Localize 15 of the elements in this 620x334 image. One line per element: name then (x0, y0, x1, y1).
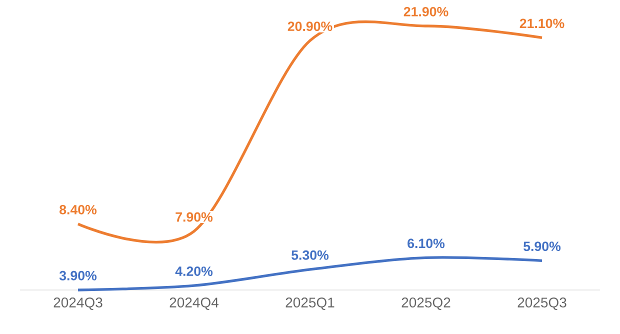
x-tick-label: 2025Q2 (402, 298, 450, 310)
x-tick-label: 2025Q3 (518, 298, 566, 310)
data-label: 5.90% (524, 242, 561, 252)
data-label: 21.10% (520, 18, 564, 28)
data-label: 21.90% (404, 6, 448, 16)
x-tick-label: 2025Q1 (286, 298, 334, 310)
data-label: 20.90% (288, 22, 332, 32)
data-label: 8.40% (60, 204, 97, 214)
x-tick-label: 2024Q3 (54, 298, 102, 310)
data-label: 3.90% (59, 270, 97, 280)
x-tick-label: 2024Q4 (170, 298, 218, 310)
data-label: 7.90% (176, 212, 213, 222)
data-label: 5.30% (292, 250, 329, 260)
data-label: 6.10% (408, 238, 445, 248)
data-label: 4.20% (175, 266, 213, 276)
